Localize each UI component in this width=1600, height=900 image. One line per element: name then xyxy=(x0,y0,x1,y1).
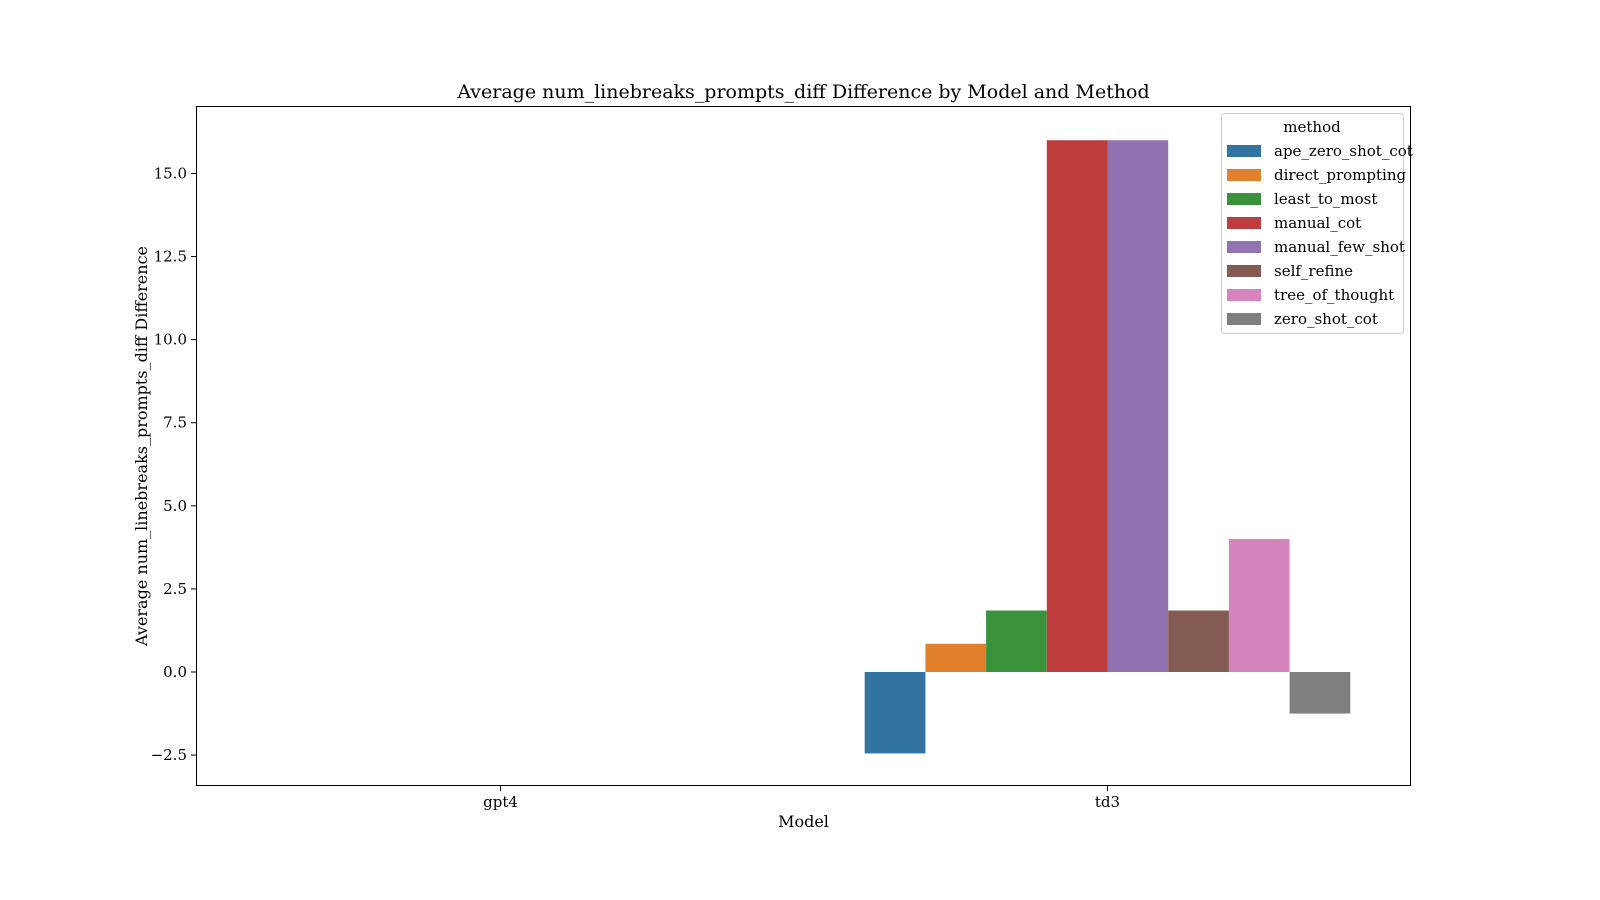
legend-label-tree_of_thought: tree_of_thought xyxy=(1274,286,1394,304)
y-tick-label: 0.0 xyxy=(163,663,187,681)
y-tick-label: 15.0 xyxy=(154,164,187,182)
bar-manual_few_shot-td3 xyxy=(1107,140,1169,672)
legend-label-direct_prompting: direct_prompting xyxy=(1274,166,1406,184)
legend-swatch-self_refine xyxy=(1227,265,1261,277)
chart-title: Average num_linebreaks_prompts_diff Diff… xyxy=(456,81,1149,103)
bar-ape_zero_shot_cot-td3 xyxy=(864,672,926,754)
legend-label-manual_few_shot: manual_few_shot xyxy=(1274,238,1405,256)
legend-items: ape_zero_shot_cot direct_prompting least_t… xyxy=(1227,142,1413,328)
legend-label-self_refine: self_refine xyxy=(1274,262,1353,280)
legend-swatch-direct_prompting xyxy=(1227,169,1261,181)
x-tick-label: td3 xyxy=(1095,793,1120,811)
bars-group xyxy=(864,140,1351,754)
y-tick-label: 12.5 xyxy=(154,248,187,266)
legend-swatch-manual_few_shot xyxy=(1227,241,1261,253)
legend-label-ape_zero_shot_cot: ape_zero_shot_cot xyxy=(1274,142,1413,160)
bar-zero_shot_cot-td3 xyxy=(1289,672,1351,714)
x-axis-label: Model xyxy=(778,812,829,831)
legend-label-manual_cot: manual_cot xyxy=(1274,214,1361,232)
bar-least_to_most-td3 xyxy=(986,610,1047,672)
bar-tree_of_thought-td3 xyxy=(1228,539,1290,672)
x-tick-label: gpt4 xyxy=(483,793,518,811)
bar-self_refine-td3 xyxy=(1168,610,1229,672)
legend-swatch-least_to_most xyxy=(1227,193,1261,205)
plot-frame xyxy=(196,106,1411,786)
legend-box xyxy=(1221,113,1404,334)
legend-label-zero_shot_cot: zero_shot_cot xyxy=(1274,310,1378,328)
legend-swatch-zero_shot_cot xyxy=(1227,313,1261,325)
bar-direct_prompting-td3 xyxy=(925,643,987,672)
y-axis: −2.5 0.0 2.5 5.0 7.5 10.0 12.5 15.0 xyxy=(151,164,197,764)
legend-swatch-tree_of_thought xyxy=(1227,289,1261,301)
legend: method ape_zero_shot_cot direct_prompting… xyxy=(1221,113,1413,334)
y-tick-label: 7.5 xyxy=(163,414,187,432)
y-axis-label: Average num_linebreaks_prompts_diff Diff… xyxy=(132,246,151,647)
legend-title: method xyxy=(1283,118,1341,136)
legend-swatch-manual_cot xyxy=(1227,217,1261,229)
y-tick-label: 5.0 xyxy=(163,497,187,515)
y-tick-label: 2.5 xyxy=(163,580,187,598)
y-tick-label: 10.0 xyxy=(154,331,187,349)
legend-swatch-ape_zero_shot_cot xyxy=(1227,145,1261,157)
bar-manual_cot-td3 xyxy=(1046,140,1108,672)
legend-label-least_to_most: least_to_most xyxy=(1274,190,1377,208)
x-axis: gpt4 td3 xyxy=(483,785,1120,811)
y-tick-label: −2.5 xyxy=(151,746,187,764)
